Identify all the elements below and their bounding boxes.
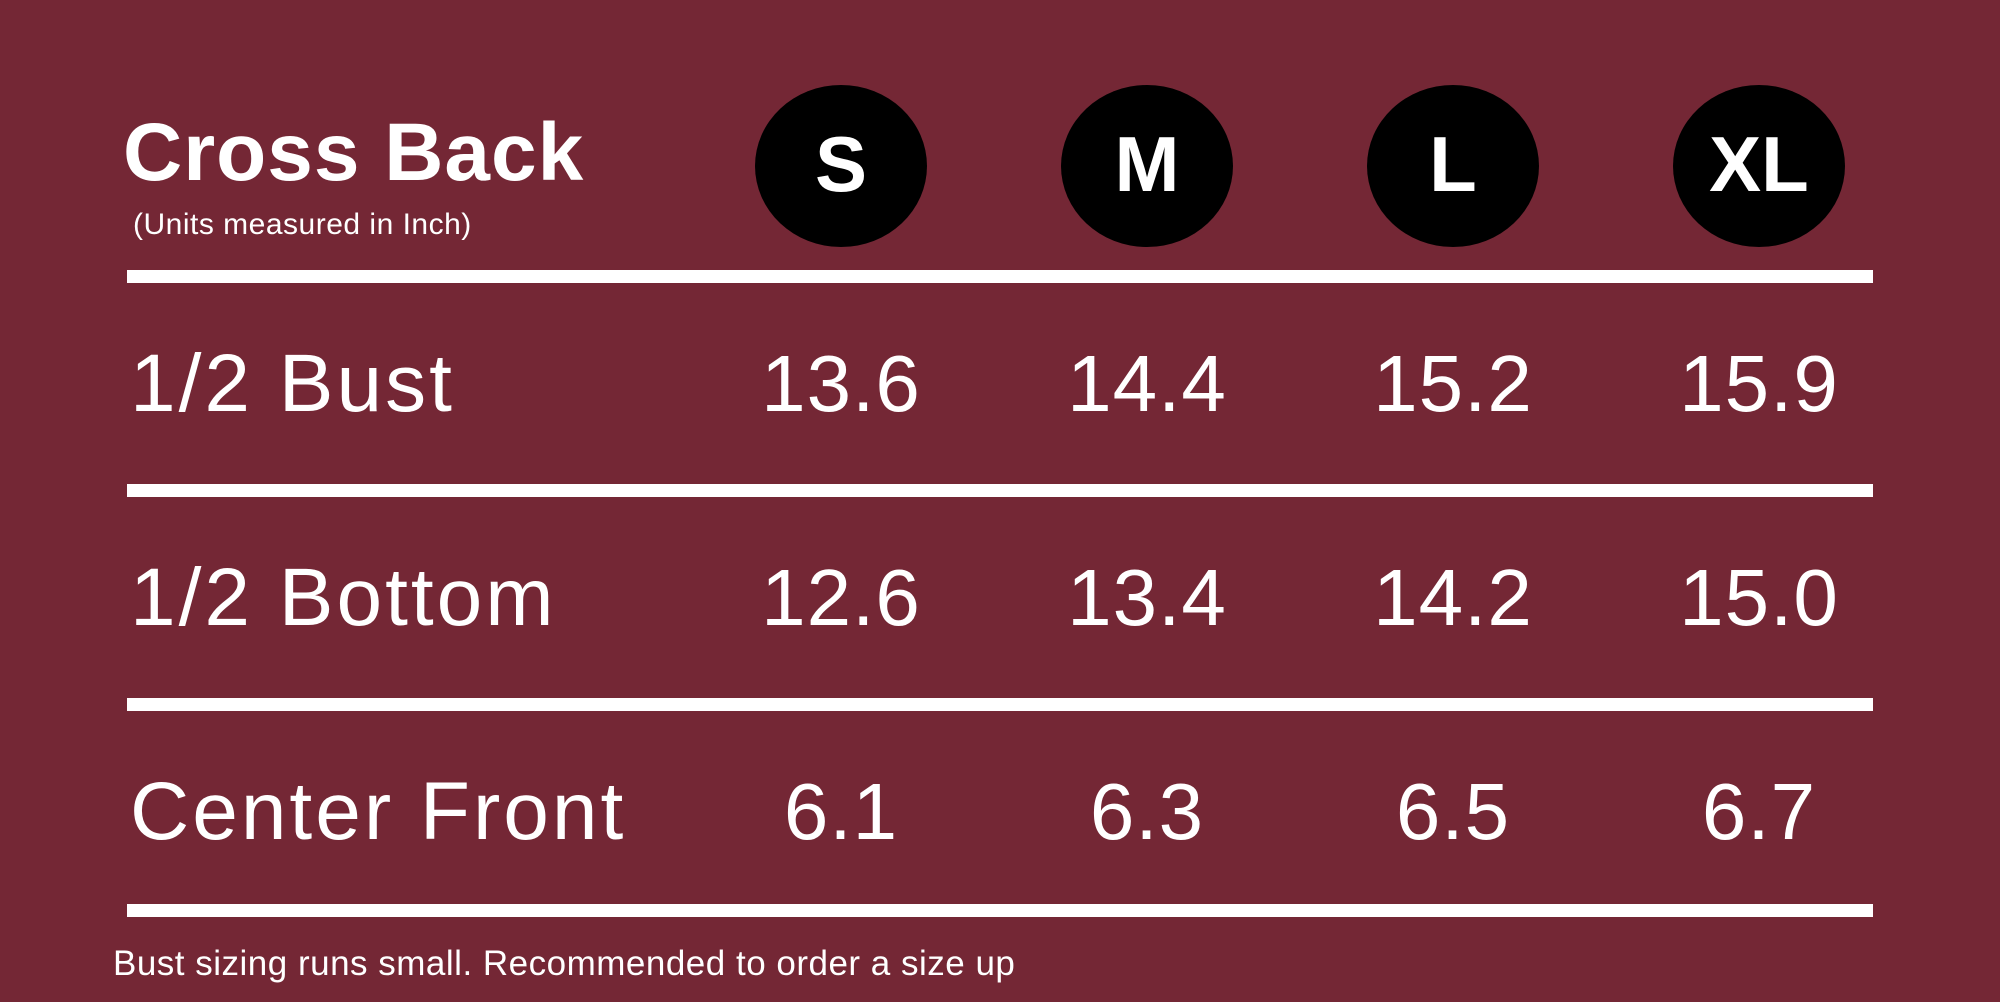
- size-badge-xl: XL: [1673, 85, 1845, 247]
- divider-line-3: [127, 698, 1873, 711]
- size-badge-l: L: [1367, 85, 1539, 247]
- center-front-value-m: 6.3: [1089, 767, 1205, 856]
- size-badge-m-label: M: [1114, 120, 1180, 208]
- divider-line-4: [127, 904, 1873, 917]
- chart-title: Cross Back: [123, 107, 585, 198]
- center-front-value-l: 6.5: [1395, 767, 1511, 856]
- half-bottom-value-xl: 15.0: [1679, 553, 1839, 642]
- table-row-center-front: Center Front 6.1 6.3 6.5 6.7: [127, 766, 1912, 857]
- table-row-half-bust: 1/2 Bust 13.6 14.4 15.2 15.9: [127, 338, 1912, 429]
- size-badge-m: M: [1061, 85, 1233, 247]
- size-badge-s: S: [755, 85, 927, 247]
- half-bottom-value-l: 14.2: [1373, 553, 1533, 642]
- size-badge-xl-label: XL: [1709, 120, 1809, 208]
- divider-line-1: [127, 270, 1873, 283]
- sizing-note: Bust sizing runs small. Recommended to o…: [113, 944, 1016, 983]
- half-bust-value-s: 13.6: [761, 339, 921, 428]
- half-bottom-value-s: 12.6: [761, 553, 921, 642]
- half-bust-value-l: 15.2: [1373, 339, 1533, 428]
- center-front-value-s: 6.1: [783, 767, 899, 856]
- size-badge-s-label: S: [814, 120, 868, 208]
- half-bottom-value-m: 13.4: [1067, 553, 1227, 642]
- title-block: Cross Back (Units measured in Inch): [123, 112, 584, 240]
- center-front-value-xl: 6.7: [1701, 767, 1817, 856]
- row-label-half-bust: 1/2 Bust: [130, 338, 455, 429]
- half-bust-value-xl: 15.9: [1679, 339, 1839, 428]
- row-label-half-bottom: 1/2 Bottom: [130, 552, 557, 643]
- row-label-center-front: Center Front: [130, 766, 627, 857]
- divider-line-2: [127, 484, 1873, 497]
- half-bust-value-m: 14.4: [1067, 339, 1227, 428]
- chart-units-note: (Units measured in Inch): [133, 208, 472, 241]
- table-row-half-bottom: 1/2 Bottom 12.6 13.4 14.2 15.0: [127, 552, 1912, 643]
- size-badge-l-label: L: [1429, 120, 1477, 208]
